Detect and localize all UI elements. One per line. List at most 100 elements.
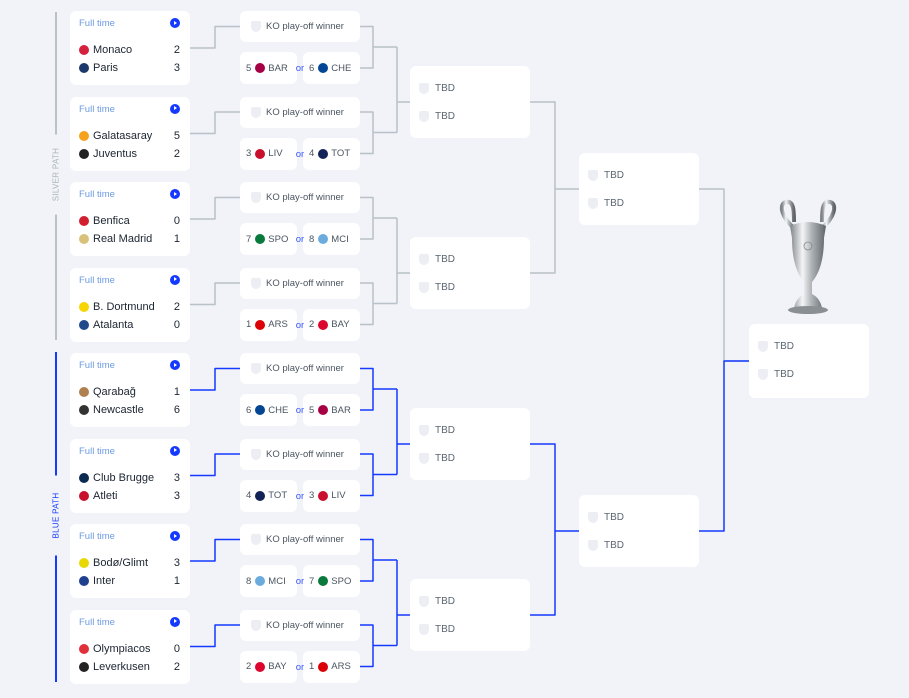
play-icon[interactable] [170,274,180,285]
play-icon[interactable] [170,445,180,456]
team-score: 1 [173,386,180,398]
ko-option[interactable]: 1 ARS [303,650,360,683]
quarterfinal-card[interactable]: TBD TBD [410,579,530,651]
ko-option[interactable]: 1 ARS [240,308,297,341]
match-card[interactable]: Full time Monaco 2 Paris 3 [70,11,190,85]
ko-winner-slot[interactable]: KO play-off winner [240,11,360,42]
ko-option[interactable]: 7 SPO [303,565,360,597]
team-row: TBD [419,109,520,123]
play-icon[interactable] [170,531,180,541]
ko-option[interactable]: 2 BAY [303,308,360,341]
match-card[interactable]: Full time Bodø/Glimt 3 Inter 1 [70,524,190,598]
club-code: TOT [331,148,351,159]
team-row: TBD [588,168,689,182]
ko-option[interactable]: 2 BAY [240,650,297,683]
home-team-crest-icon [79,45,89,55]
team-name: TBD [774,368,794,380]
ko-option[interactable]: 3 LIV [240,137,297,170]
semifinal-card[interactable]: TBD TBD [579,495,699,567]
final-card[interactable]: TBD TBD [749,324,869,398]
team-row: Olympiacos 0 [79,642,180,656]
play-icon[interactable] [170,360,180,370]
team-name: Juventus [93,147,138,160]
team-row: TBD [758,367,859,381]
match-status: Full time [79,18,115,29]
club-crest-icon [318,490,329,501]
ko-option[interactable]: 4 TOT [303,137,360,170]
match-card[interactable]: Full time Benfica 0 Real Madrid 1 [70,182,190,256]
connector-line [360,538,374,582]
connector-line [360,196,374,240]
away-team-crest-icon [79,576,89,586]
team-name: Club Brugge [93,471,155,484]
play-icon[interactable] [170,616,180,627]
ko-option[interactable]: 5 BAR [303,394,360,426]
connector-line [360,282,374,326]
seed: 7 [246,233,252,245]
home-team-crest-icon [79,387,89,397]
ko-winner-slot[interactable]: KO play-off winner [240,182,360,213]
semifinal-card[interactable]: TBD TBD [579,153,699,225]
team-name: TBD [435,253,455,265]
shield-icon [419,253,429,265]
team-score: 2 [173,44,180,56]
ko-winner-slot[interactable]: KO play-off winner [240,267,360,299]
home-team-crest-icon [79,643,89,654]
match-status: Full time [79,189,115,200]
match-card[interactable]: Full time Olympiacos 0 Leverkusen 2 [70,609,190,684]
shield-icon [419,424,429,436]
ko-option[interactable]: 3 LIV [303,479,360,512]
quarterfinal-card[interactable]: TBD TBD [410,237,530,309]
match-status: Full time [79,531,115,542]
match-card[interactable]: Full time Galatasaray 5 Juventus 2 [70,96,190,171]
connector-line [190,25,240,49]
club-crest-icon [318,319,329,330]
team-name: Bodø/Glimt [93,557,149,569]
ko-winner-slot[interactable]: KO play-off winner [240,609,360,641]
connector-line [190,196,240,220]
shield-icon [251,619,261,631]
team-score: 2 [173,147,180,160]
ko-option[interactable]: 4 TOT [240,479,297,512]
team-row: Leverkusen 2 [79,660,180,674]
ko-winner-slot[interactable]: KO play-off winner [240,438,360,470]
connector-line [360,453,374,497]
ko-option[interactable]: 8 MCI [303,223,360,255]
ko-option[interactable]: 7 SPO [240,223,297,255]
club-code: MCI [331,233,349,245]
match-card[interactable]: Full time B. Dortmund 2 Atalanta 0 [70,267,190,342]
ko-winner-slot[interactable]: KO play-off winner [240,96,360,128]
connector-line [360,111,374,155]
play-icon[interactable] [170,18,180,28]
club-code: TOT [268,490,288,501]
quarterfinal-card[interactable]: TBD TBD [410,66,530,138]
match-status: Full time [79,445,115,457]
team-row: Club Brugge 3 [79,471,180,485]
ko-winner-slot[interactable]: KO play-off winner [240,524,360,555]
match-card[interactable]: Full time Qarabağ 1 Newcastle 6 [70,353,190,427]
ko-winner-slot[interactable]: KO play-off winner [240,353,360,384]
shield-icon [419,82,429,94]
club-crest-icon [255,63,266,73]
ko-option[interactable]: 8 MCI [240,565,297,597]
team-row: Newcastle 6 [79,403,180,417]
ko-option[interactable]: 5 BAR [240,52,297,84]
ko-option[interactable]: 6 CHE [240,394,297,426]
club-crest-icon [318,234,329,244]
ko-winner-label: KO play-off winner [266,106,344,118]
team-row: TBD [588,510,689,524]
team-score: 2 [173,300,180,313]
ko-option[interactable]: 6 CHE [303,52,360,84]
connector-line [190,282,240,306]
play-icon[interactable] [170,103,180,114]
team-score: 3 [173,557,180,569]
team-name: Galatasaray [93,129,153,142]
club-code: BAY [331,319,350,330]
play-icon[interactable] [170,189,180,199]
quarterfinal-card[interactable]: TBD TBD [410,408,530,480]
team-score: 0 [173,642,180,655]
match-card[interactable]: Full time Club Brugge 3 Atleti 3 [70,438,190,513]
seed: 4 [246,490,252,501]
club-crest-icon [318,576,329,586]
seed: 1 [246,319,252,330]
